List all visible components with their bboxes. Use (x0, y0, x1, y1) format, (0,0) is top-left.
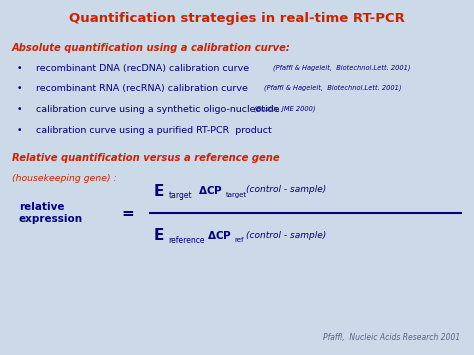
Text: $\mathbf{E}$: $\mathbf{E}$ (153, 227, 164, 243)
Text: (housekeeping gene) :: (housekeeping gene) : (12, 174, 117, 183)
Text: recombinant RNA (recRNA) calibration curve: recombinant RNA (recRNA) calibration cur… (36, 84, 247, 93)
Text: (Pfaffl & Hageleit,  Biotechnol.Lett. 2001): (Pfaffl & Hageleit, Biotechnol.Lett. 200… (264, 84, 402, 91)
Text: $\mathbf{\Delta CP}$: $\mathbf{\Delta CP}$ (198, 184, 223, 196)
Text: •: • (17, 84, 22, 93)
Text: Relative quantification versus a reference gene: Relative quantification versus a referen… (12, 153, 280, 163)
Text: •: • (17, 126, 22, 135)
Text: $\mathbf{E}$: $\mathbf{E}$ (153, 182, 164, 199)
Text: (control - sample): (control - sample) (246, 185, 327, 195)
Text: Absolute quantification using a calibration curve:: Absolute quantification using a calibrat… (12, 43, 291, 53)
Text: •: • (17, 64, 22, 73)
Text: =: = (122, 206, 134, 220)
Text: target: target (226, 192, 247, 197)
Text: •: • (17, 105, 22, 114)
Text: Pfaffl,  Nucleic Acids Research 2001: Pfaffl, Nucleic Acids Research 2001 (322, 333, 460, 342)
Text: calibration curve using a synthetic oligo-nucleotide: calibration curve using a synthetic olig… (36, 105, 279, 114)
Text: target: target (169, 191, 192, 201)
Text: reference: reference (168, 236, 204, 245)
Text: (control - sample): (control - sample) (246, 230, 327, 240)
Text: calibration curve using a purified RT-PCR  product: calibration curve using a purified RT-PC… (36, 126, 271, 135)
Text: $\mathbf{\Delta CP}$: $\mathbf{\Delta CP}$ (207, 229, 232, 241)
Text: ref: ref (235, 237, 244, 242)
Text: (Bustin, JME 2000): (Bustin, JME 2000) (254, 105, 315, 112)
Text: recombinant DNA (recDNA) calibration curve: recombinant DNA (recDNA) calibration cur… (36, 64, 249, 73)
Text: (Pfaffl & Hageleit,  Biotechnol.Lett. 2001): (Pfaffl & Hageleit, Biotechnol.Lett. 200… (273, 64, 410, 71)
Text: Quantification strategies in real-time RT-PCR: Quantification strategies in real-time R… (69, 12, 405, 26)
Text: relative
expression: relative expression (19, 202, 83, 224)
